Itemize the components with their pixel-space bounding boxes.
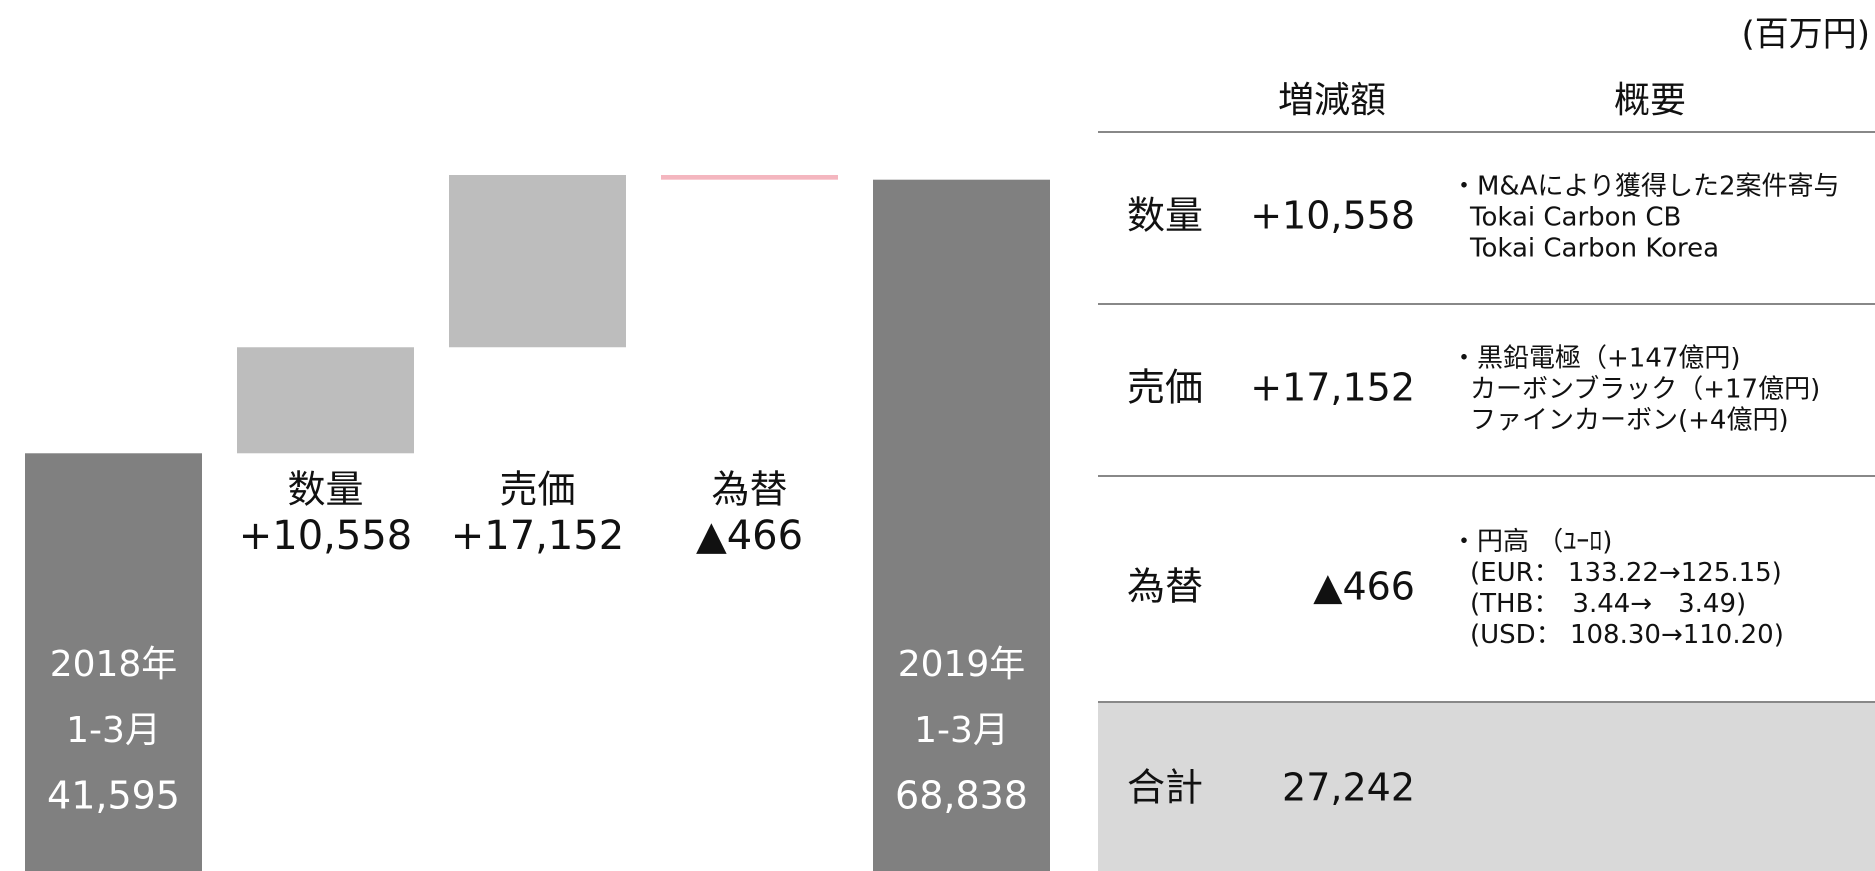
row-detail: Tokai Carbon CB	[1469, 203, 1681, 233]
row-label: 数量	[1127, 194, 1203, 238]
header-cell: 概要	[1614, 80, 1686, 121]
row-detail: ・黒鉛電極（+147億円)	[1451, 344, 1741, 374]
bar-category: 1-3月	[914, 710, 1009, 751]
row-detail: ファインカーボン(+4億円)	[1470, 406, 1789, 436]
row-detail: (USD： 108.30→110.20)	[1470, 620, 1784, 650]
delta-bar	[449, 175, 626, 348]
bar-category: 数量	[287, 468, 363, 512]
row-amount: +10,558	[1250, 194, 1415, 238]
total-bar	[873, 179, 1050, 871]
bar-category: 1-3月	[66, 710, 161, 751]
value-label: 41,595	[47, 774, 180, 818]
value-label: 68,838	[895, 774, 1028, 818]
bar-category: 2019年	[898, 644, 1026, 685]
total-label: 合計	[1127, 766, 1203, 810]
row-amount: ▲466	[1313, 565, 1415, 609]
header-cell: 増減額	[1278, 80, 1386, 121]
bar-category: 2018年	[50, 644, 178, 685]
value-label: ▲466	[696, 513, 803, 559]
row-amount: +17,152	[1250, 366, 1415, 410]
row-detail: ・円高 （ﾕｰﾛ)	[1451, 527, 1612, 557]
unit-label: (百万円)	[1741, 15, 1870, 55]
total-bar	[25, 453, 202, 871]
row-detail: Tokai Carbon Korea	[1469, 234, 1719, 264]
row-detail: (EUR： 133.22→125.15)	[1470, 558, 1782, 588]
total-amount: 27,242	[1282, 766, 1415, 810]
delta-bar	[661, 175, 838, 180]
row-detail: ・M&Aにより獲得した2案件寄与	[1451, 172, 1840, 202]
row-label: 為替	[1127, 565, 1203, 609]
bar-category: 為替	[711, 468, 787, 512]
bar-category: 売価	[499, 468, 575, 512]
delta-bar	[237, 347, 414, 454]
value-label: +10,558	[239, 513, 412, 559]
row-detail: カーボンブラック（+17億円)	[1470, 375, 1820, 405]
total-row-bg	[1098, 702, 1875, 871]
row-label: 売価	[1127, 366, 1203, 410]
row-detail: (THB： 3.44→ 3.49)	[1470, 589, 1746, 619]
value-label: +17,152	[451, 513, 624, 559]
